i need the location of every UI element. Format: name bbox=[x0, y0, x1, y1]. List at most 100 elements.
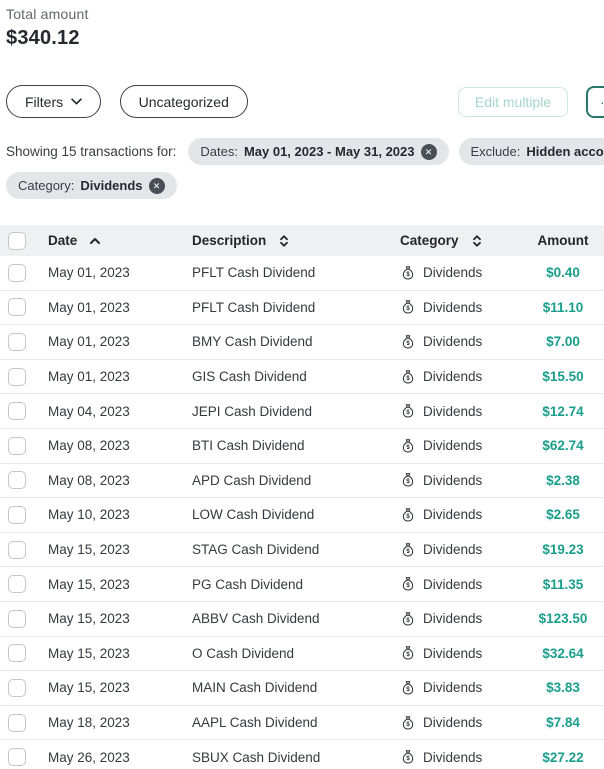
transaction-category: $ Dividends bbox=[400, 334, 505, 350]
edit-multiple-label: Edit multiple bbox=[474, 94, 552, 110]
filter-chip-category: Category: Dividends ✕ bbox=[6, 172, 177, 199]
table-body: May 01, 2023 PFLT Cash Dividend $ Divide… bbox=[0, 256, 604, 769]
remove-dates-filter-icon[interactable]: ✕ bbox=[420, 143, 437, 160]
table-row[interactable]: May 15, 2023 STAG Cash Dividend $ Divide… bbox=[0, 532, 604, 568]
category-label: Dividends bbox=[423, 472, 483, 488]
svg-text:$: $ bbox=[406, 549, 410, 555]
transaction-amount: $0.40 bbox=[546, 265, 580, 281]
transaction-amount: $11.35 bbox=[542, 576, 584, 592]
transaction-description: BMY Cash Dividend bbox=[192, 334, 313, 350]
table-row[interactable]: May 15, 2023 O Cash Dividend $ Dividends… bbox=[0, 636, 604, 672]
row-checkbox[interactable] bbox=[8, 332, 26, 351]
svg-text:$: $ bbox=[406, 272, 410, 278]
column-header-amount[interactable]: Amount bbox=[538, 233, 589, 248]
category-label: Dividends bbox=[423, 749, 483, 765]
transaction-date: May 15, 2023 bbox=[48, 611, 130, 627]
chip-prefix: Exclude: bbox=[470, 144, 521, 159]
transaction-date: May 01, 2023 bbox=[48, 299, 130, 315]
transaction-description: AAPL Cash Dividend bbox=[192, 715, 318, 731]
row-checkbox[interactable] bbox=[8, 263, 26, 282]
category-label: Dividends bbox=[423, 299, 483, 315]
money-bag-icon: $ bbox=[402, 473, 414, 487]
row-checkbox[interactable] bbox=[8, 436, 26, 455]
category-label: Dividends bbox=[423, 403, 483, 419]
sort-both-icon bbox=[280, 234, 289, 247]
column-header-description[interactable]: Description bbox=[192, 233, 290, 248]
transaction-amount: $3.83 bbox=[546, 680, 580, 696]
transaction-amount: $123.50 bbox=[538, 611, 588, 627]
money-bag-icon: $ bbox=[402, 681, 414, 695]
filters-button[interactable]: Filters bbox=[6, 85, 102, 118]
total-amount-summary: Total amount $340.12 bbox=[0, 0, 604, 50]
table-row[interactable]: May 10, 2023 LOW Cash Dividend $ Dividen… bbox=[0, 498, 604, 533]
transaction-description: BTI Cash Dividend bbox=[192, 438, 305, 454]
transaction-date: May 10, 2023 bbox=[48, 507, 130, 523]
money-bag-icon: $ bbox=[402, 266, 414, 280]
transaction-description: MAIN Cash Dividend bbox=[192, 680, 318, 696]
category-label: Dividends bbox=[423, 645, 483, 661]
row-checkbox[interactable] bbox=[8, 402, 26, 421]
edit-multiple-button[interactable]: Edit multiple bbox=[458, 87, 568, 117]
svg-text:$: $ bbox=[406, 479, 410, 485]
uncategorized-button-label: Uncategorized bbox=[138, 93, 229, 110]
transaction-amount: $12.74 bbox=[542, 403, 584, 419]
column-header-category[interactable]: Category bbox=[400, 233, 483, 248]
table-row[interactable]: May 18, 2023 AAPL Cash Dividend $ Divide… bbox=[0, 705, 604, 741]
transaction-date: May 15, 2023 bbox=[48, 680, 130, 696]
transaction-amount: $2.38 bbox=[546, 472, 580, 488]
chevron-down-icon bbox=[71, 98, 82, 105]
category-label: Dividends bbox=[423, 611, 483, 627]
transaction-description: LOW Cash Dividend bbox=[192, 507, 315, 523]
transaction-category: $ Dividends bbox=[400, 507, 505, 523]
row-checkbox[interactable] bbox=[8, 298, 26, 317]
row-checkbox[interactable] bbox=[8, 644, 26, 663]
category-label: Dividends bbox=[423, 265, 483, 281]
category-label: Dividends bbox=[423, 369, 483, 385]
row-checkbox[interactable] bbox=[8, 540, 26, 559]
row-checkbox[interactable] bbox=[8, 505, 26, 524]
table-row[interactable]: May 08, 2023 BTI Cash Dividend $ Dividen… bbox=[0, 428, 604, 464]
svg-text:$: $ bbox=[406, 306, 410, 312]
row-checkbox[interactable] bbox=[8, 575, 26, 594]
table-row[interactable]: May 15, 2023 MAIN Cash Dividend $ Divide… bbox=[0, 671, 604, 706]
transaction-date: May 04, 2023 bbox=[48, 403, 130, 419]
table-row[interactable]: May 08, 2023 APD Cash Dividend $ Dividen… bbox=[0, 463, 604, 499]
svg-text:$: $ bbox=[406, 583, 410, 589]
row-checkbox[interactable] bbox=[8, 678, 26, 697]
transaction-category: $ Dividends bbox=[400, 715, 505, 731]
select-all-checkbox[interactable] bbox=[8, 231, 26, 250]
sort-ascending-icon bbox=[90, 237, 101, 244]
table-row[interactable]: May 01, 2023 PFLT Cash Dividend $ Divide… bbox=[0, 256, 604, 291]
table-row[interactable]: May 01, 2023 PFLT Cash Dividend $ Divide… bbox=[0, 290, 604, 326]
money-bag-icon: $ bbox=[402, 508, 414, 522]
partial-cutoff-button[interactable]: · bbox=[586, 86, 604, 118]
category-header-label: Category bbox=[400, 233, 459, 248]
column-header-date[interactable]: Date bbox=[48, 233, 101, 248]
table-row[interactable]: May 15, 2023 ABBV Cash Dividend $ Divide… bbox=[0, 601, 604, 637]
transaction-category: $ Dividends bbox=[400, 472, 505, 488]
table-row[interactable]: May 15, 2023 PG Cash Dividend $ Dividend… bbox=[0, 567, 604, 602]
table-row[interactable]: May 04, 2023 JEPI Cash Dividend $ Divide… bbox=[0, 394, 604, 429]
row-checkbox[interactable] bbox=[8, 713, 26, 732]
row-checkbox[interactable] bbox=[8, 609, 26, 628]
transactions-table: Date Description Category Amount bbox=[0, 225, 604, 769]
money-bag-icon: $ bbox=[402, 335, 414, 349]
chip-value: Dividends bbox=[80, 178, 143, 193]
uncategorized-button[interactable]: Uncategorized bbox=[119, 85, 248, 118]
table-row[interactable]: May 01, 2023 GIS Cash Dividend $ Dividen… bbox=[0, 359, 604, 395]
row-checkbox[interactable] bbox=[8, 748, 26, 767]
total-amount-label: Total amount bbox=[6, 6, 89, 22]
category-label: Dividends bbox=[423, 680, 483, 696]
table-row[interactable]: May 01, 2023 BMY Cash Dividend $ Dividen… bbox=[0, 325, 604, 360]
row-checkbox[interactable] bbox=[8, 367, 26, 386]
row-checkbox[interactable] bbox=[8, 471, 26, 490]
table-row[interactable]: May 26, 2023 SBUX Cash Dividend $ Divide… bbox=[0, 740, 604, 769]
transaction-amount: $32.64 bbox=[542, 645, 584, 661]
chip-prefix: Category: bbox=[18, 178, 75, 193]
active-filters-bar: Showing 15 transactions for: Dates: May … bbox=[6, 138, 604, 199]
transaction-description: GIS Cash Dividend bbox=[192, 369, 307, 385]
transaction-category: $ Dividends bbox=[400, 645, 505, 661]
transaction-description: APD Cash Dividend bbox=[192, 472, 312, 488]
remove-category-filter-icon[interactable]: ✕ bbox=[148, 177, 165, 194]
svg-text:$: $ bbox=[406, 445, 410, 451]
